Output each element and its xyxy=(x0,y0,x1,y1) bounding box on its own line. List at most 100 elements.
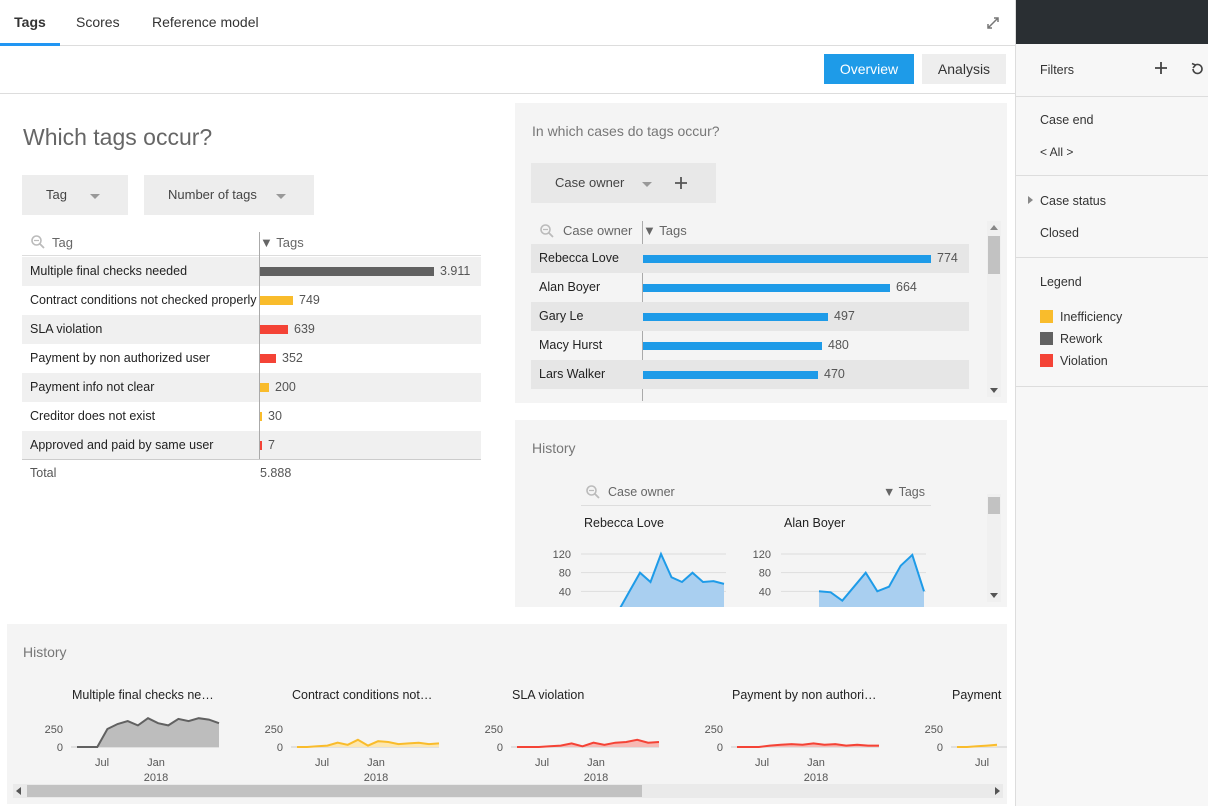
case-bar[interactable] xyxy=(643,284,890,292)
tag-count: 200 xyxy=(275,380,296,394)
scrollbar-thumb[interactable] xyxy=(988,497,1000,514)
case-status-label[interactable]: Case status xyxy=(1040,194,1107,208)
legend-swatch xyxy=(1040,332,1053,345)
series-line xyxy=(818,553,925,603)
case-count: 774 xyxy=(937,251,958,265)
tag-label: Payment info not clear xyxy=(30,380,155,394)
cases-table-header: Case owner ▼ Tags xyxy=(531,221,969,245)
case-bar[interactable] xyxy=(643,313,828,321)
analysis-button[interactable]: Analysis xyxy=(922,54,1006,84)
legend-swatch xyxy=(1040,310,1053,323)
horizontal-scrollbar[interactable] xyxy=(13,784,1003,798)
column-header-tags[interactable]: ▼ Tags xyxy=(643,223,687,238)
scroll-right-icon[interactable] xyxy=(995,787,1000,795)
cases-scrollbar[interactable] xyxy=(987,221,1001,397)
scrollbar-thumb[interactable] xyxy=(988,236,1000,274)
reset-icon[interactable] xyxy=(1190,62,1204,76)
tag-bar[interactable] xyxy=(260,412,262,421)
tag-count: 749 xyxy=(299,293,320,307)
y-tick-label: 0 xyxy=(937,742,943,754)
case-status-value[interactable]: Closed xyxy=(1040,226,1079,240)
case-end-value[interactable]: < All > xyxy=(1040,145,1074,159)
table-row[interactable]: Gary Le 497 xyxy=(531,302,969,331)
table-row[interactable]: Macy Hurst 480 xyxy=(531,331,969,360)
case-bar[interactable] xyxy=(643,255,931,263)
tag-bar[interactable] xyxy=(260,354,276,363)
overview-button[interactable]: Overview xyxy=(824,54,914,84)
cases-panel: In which cases do tags occur? Case owner… xyxy=(515,103,1007,403)
table-row[interactable]: Approved and paid by same user 7 xyxy=(22,431,481,460)
tag-count: 3.911 xyxy=(440,264,471,278)
y-tick-label: 250 xyxy=(45,724,63,736)
x-year-label: 2018 xyxy=(144,772,168,784)
total-value: 5.888 xyxy=(260,466,292,480)
divider xyxy=(1016,175,1208,176)
table-row[interactable]: Lars Walker 470 xyxy=(531,360,969,389)
tag-dropdown-label: Tag xyxy=(46,187,67,202)
case-bar[interactable] xyxy=(643,371,818,379)
case-end-label[interactable]: Case end xyxy=(1040,113,1094,127)
search-icon[interactable] xyxy=(585,484,601,500)
scroll-up-icon[interactable] xyxy=(990,225,998,230)
column-header-tags[interactable]: ▼ Tags xyxy=(882,485,925,499)
chart-title: Payment xyxy=(952,688,1002,702)
tag-bar[interactable] xyxy=(260,267,434,276)
chevron-right-icon[interactable] xyxy=(1028,196,1033,204)
table-row[interactable]: Multiple final checks needed 3.911 xyxy=(22,257,481,286)
column-header-tags[interactable]: ▼ Tags xyxy=(260,235,304,250)
case-bar[interactable] xyxy=(643,342,822,350)
tag-bar[interactable] xyxy=(260,383,269,392)
tag-bar[interactable] xyxy=(260,441,262,450)
series-area xyxy=(77,718,219,747)
case-count: 470 xyxy=(824,367,845,381)
scrollbar-thumb[interactable] xyxy=(27,785,642,797)
x-year-label: 2018 xyxy=(364,772,388,784)
column-header-case-owner[interactable]: Case owner xyxy=(608,485,675,499)
x-year-label: 2018 xyxy=(584,772,608,784)
chart-title: Contract conditions not… xyxy=(292,688,432,702)
case-owner-label: Lars Walker xyxy=(539,367,606,381)
search-icon[interactable] xyxy=(30,234,46,250)
case-owner-dropdown[interactable]: Case owner xyxy=(531,163,716,203)
table-row[interactable]: Payment by non authorized user 352 xyxy=(22,344,481,373)
y-tick-label: 40 xyxy=(759,586,771,598)
y-tick-label: 40 xyxy=(559,586,571,598)
tag-count: 352 xyxy=(282,351,303,365)
tab-reference-model[interactable]: Reference model xyxy=(152,14,259,30)
column-header-tag[interactable]: Tag xyxy=(52,235,73,250)
scroll-down-icon[interactable] xyxy=(990,388,998,393)
add-filter-icon[interactable] xyxy=(1154,61,1168,75)
case-owner-label: Macy Hurst xyxy=(539,338,603,352)
tag-label: Payment by non authorized user xyxy=(30,351,210,365)
scroll-down-icon[interactable] xyxy=(990,593,998,598)
tag-dropdown[interactable]: Tag xyxy=(22,175,128,215)
table-row[interactable]: SLA violation 639 xyxy=(22,315,481,344)
series-line xyxy=(737,742,879,748)
y-tick-label: 0 xyxy=(57,742,63,754)
tag-bar[interactable] xyxy=(260,325,288,334)
measure-dropdown[interactable]: Number of tags xyxy=(144,175,314,215)
chevron-down-icon xyxy=(90,194,100,199)
series-area xyxy=(517,739,659,747)
history-owner-scrollbar[interactable] xyxy=(987,494,1001,602)
history-tags-title: History xyxy=(23,644,67,660)
table-row[interactable]: Rebecca Love 774 xyxy=(531,244,969,273)
tab-scores[interactable]: Scores xyxy=(76,14,120,30)
add-icon[interactable] xyxy=(674,176,688,190)
chevron-down-icon xyxy=(642,182,652,187)
x-tick-label: Jan xyxy=(807,757,825,769)
y-tick-label: 250 xyxy=(925,724,943,736)
table-row[interactable]: Contract conditions not checked properly… xyxy=(22,286,481,315)
y-tick-label: 250 xyxy=(485,724,503,736)
table-row[interactable]: Creditor does not exist 30 xyxy=(22,402,481,431)
table-row[interactable]: Payment info not clear 200 xyxy=(22,373,481,402)
scroll-left-icon[interactable] xyxy=(16,787,21,795)
search-icon[interactable] xyxy=(539,223,555,239)
expand-icon[interactable] xyxy=(985,15,1001,31)
tag-bar[interactable] xyxy=(260,296,293,305)
case-owner-label: Alan Boyer xyxy=(539,280,601,294)
column-header-case-owner[interactable]: Case owner xyxy=(563,223,633,238)
table-row[interactable]: Alan Boyer 664 xyxy=(531,273,969,302)
series-area xyxy=(620,554,724,607)
tab-tags[interactable]: Tags xyxy=(0,0,60,46)
